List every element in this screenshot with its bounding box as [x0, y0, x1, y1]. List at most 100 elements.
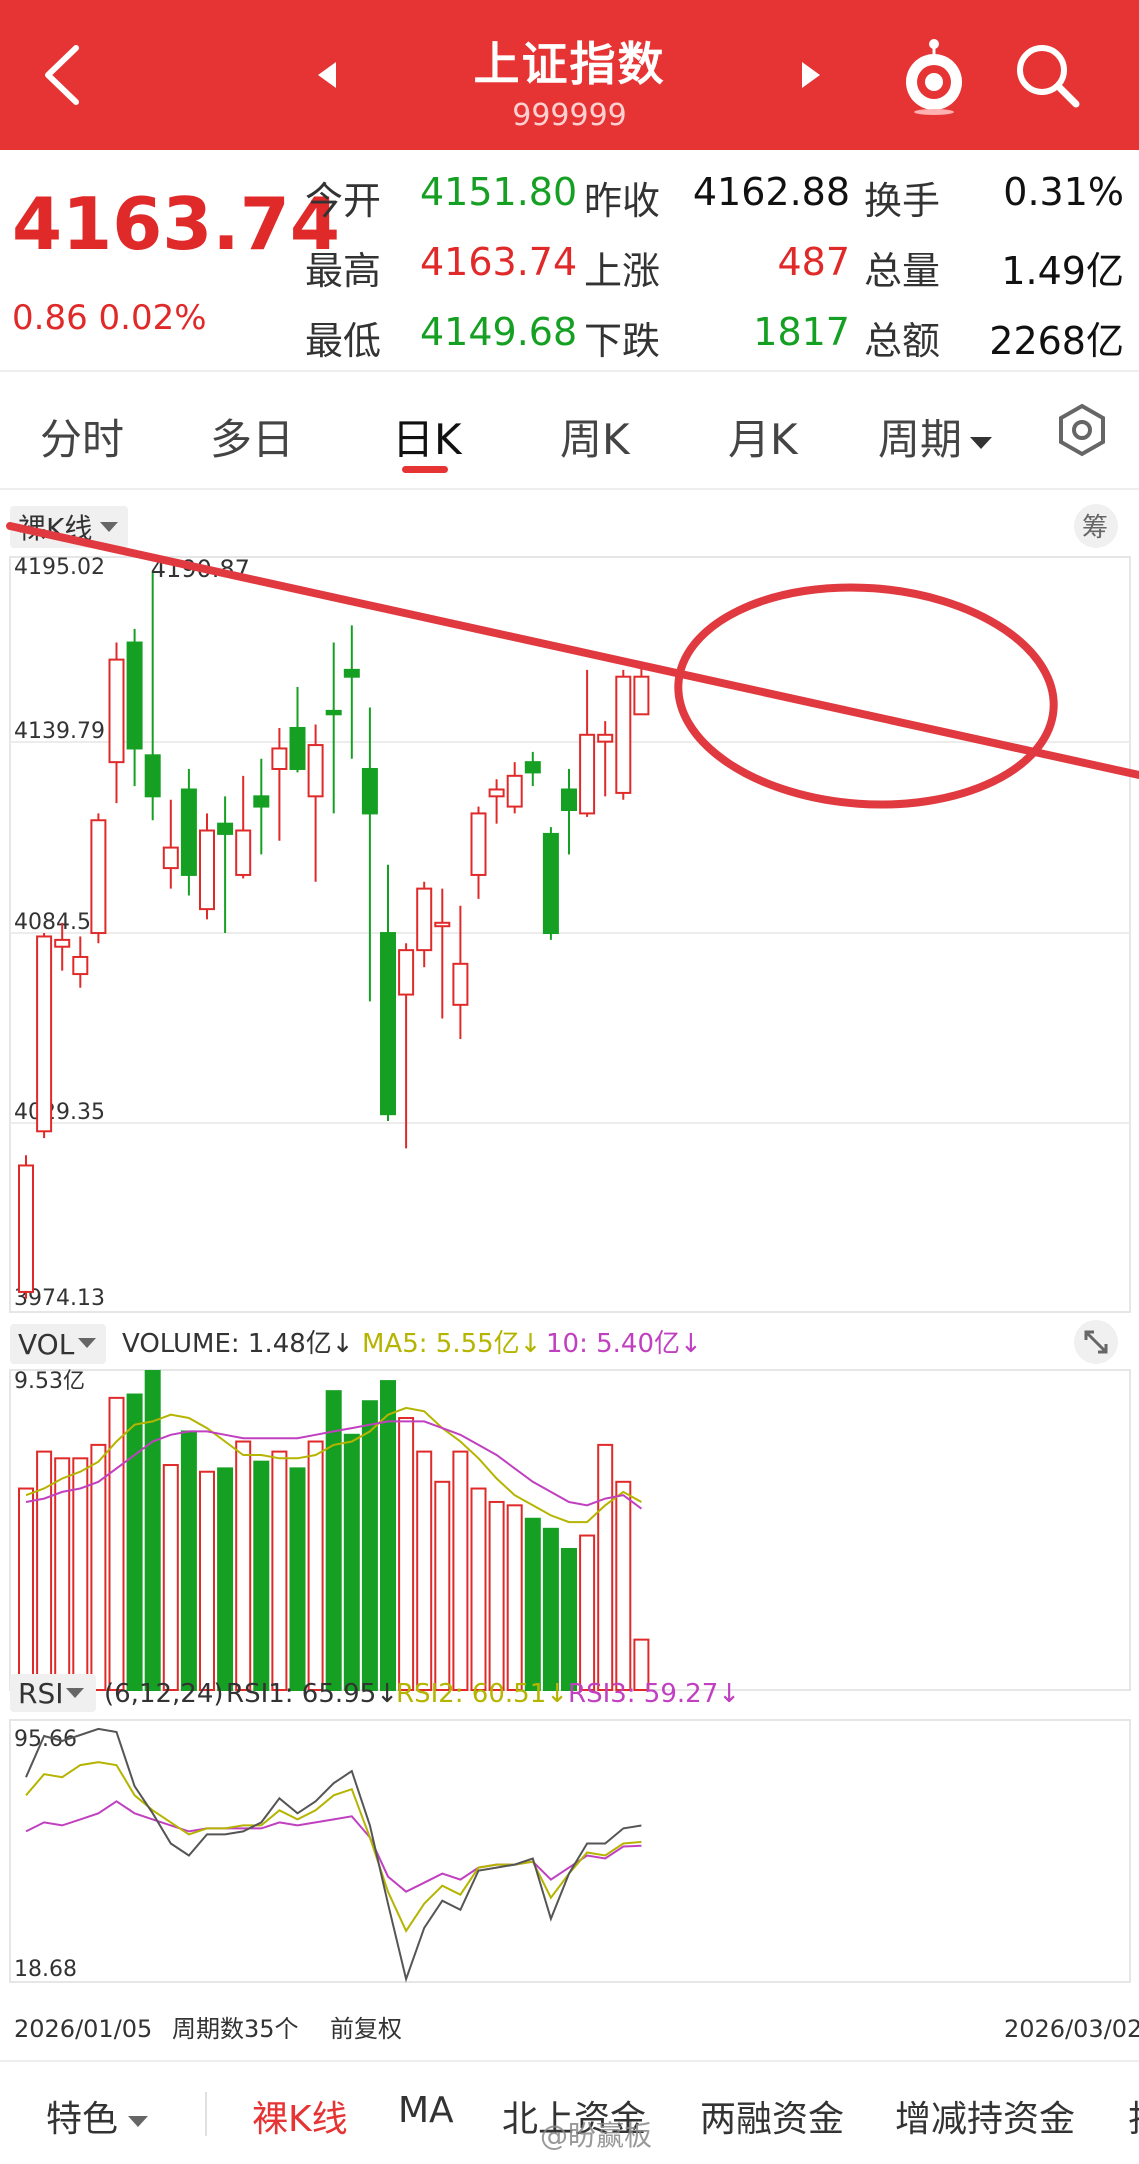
rsi3-legend: RSI3: 59.27↓: [568, 1679, 740, 1709]
candlestick: [506, 762, 523, 814]
volume-bars: [18, 1370, 650, 1692]
candle-body: [36, 935, 53, 1133]
toolbar-item-more[interactable]: 折: [1128, 2090, 1139, 2142]
tab-daily-k[interactable]: 日K: [392, 415, 462, 464]
candle-body: [398, 949, 415, 996]
chart-period-tabs: 分时 多日 日K 周K 月K 周期: [0, 372, 1139, 490]
volume-bar: [126, 1393, 143, 1692]
volume-bar: [217, 1467, 234, 1691]
feature-dropdown[interactable]: 特色: [46, 2090, 149, 2142]
candle-body: [307, 744, 324, 798]
period-count-label: 周期数35个: [172, 2015, 299, 2043]
rsi-axis-min: 18.68: [14, 1957, 77, 1982]
candlestick: [162, 799, 179, 889]
rsi3-line: [25, 1800, 642, 1893]
prev-arrow-icon[interactable]: [318, 62, 336, 88]
toolbar-item-northbound[interactable]: 北上资金: [502, 2099, 647, 2140]
feature-label: 特色: [46, 2099, 119, 2140]
candle-body: [506, 774, 523, 808]
candlestick: [90, 813, 107, 944]
advancers-label: 上涨: [584, 249, 661, 293]
candlestick: [199, 813, 215, 920]
expand-icon-line: [1085, 1331, 1107, 1353]
candlestick: [325, 642, 342, 814]
adjustment-label: 前复权: [330, 2015, 402, 2043]
chip-button-bg: [1074, 504, 1118, 548]
price-axis-label: 4139.79: [14, 719, 105, 744]
volume-bar: [90, 1443, 107, 1691]
candle-body: [542, 832, 559, 935]
candle-body: [579, 733, 596, 815]
tab-weekly-k[interactable]: 周K: [560, 415, 630, 464]
decliners-label: 下跌: [584, 319, 661, 363]
circle-annotation: [674, 583, 1058, 809]
candle-body: [416, 887, 433, 952]
volume-bar: [271, 1450, 288, 1691]
candlestick: [361, 707, 378, 1002]
volume-bar: [633, 1638, 650, 1691]
settings-hexagon-icon[interactable]: [1054, 402, 1110, 458]
candlestick: [307, 724, 324, 882]
toolbar-item-ma[interactable]: MA: [398, 2090, 454, 2131]
candle-body: [54, 938, 71, 948]
volume-bar: [615, 1480, 632, 1691]
rsi1-line: [25, 1727, 642, 1983]
volume-ma10-legend: 10: 5.40亿↓: [546, 1329, 702, 1359]
next-arrow-icon[interactable]: [802, 62, 820, 88]
candlestick: [561, 768, 577, 855]
candlestick: [542, 827, 559, 940]
candlestick: [434, 888, 451, 1019]
start-date-label: 2026/01/05: [14, 2015, 152, 2043]
volume-indicator-selector[interactable]: VOL: [10, 1324, 106, 1364]
volume-bar: [380, 1380, 396, 1691]
rsi-frame: [9, 1719, 1131, 1983]
candlestick: [36, 933, 53, 1139]
candlestick: [343, 625, 360, 759]
chevron-down-icon: [66, 1688, 84, 1698]
candle-body: [72, 955, 89, 976]
open-label: 今开: [305, 179, 382, 223]
low-value: 4149.68: [420, 310, 578, 354]
search-icon[interactable]: [1012, 40, 1082, 110]
candlestick: [380, 864, 396, 1122]
candlestick: [108, 642, 125, 804]
volume-label: 总量: [864, 249, 941, 293]
rsi-indicator-selector[interactable]: RSI: [10, 1674, 96, 1712]
volume-bar: [199, 1470, 215, 1692]
chip-distribution-button[interactable]: 筹: [1074, 504, 1118, 548]
volume-value: 1.49亿: [1001, 249, 1124, 293]
toolbar-item-margin[interactable]: 两融资金: [700, 2099, 845, 2140]
volume-bar: [398, 1417, 415, 1691]
tab-period-dropdown[interactable]: 周期: [878, 406, 993, 467]
toolbar-item-naked-kline[interactable]: 裸K线: [252, 2099, 348, 2140]
candle-body: [126, 641, 143, 750]
tab-multi-day[interactable]: 多日: [210, 415, 295, 464]
advancers-value: 487: [777, 240, 850, 284]
turnover-value: 0.31%: [1003, 170, 1124, 214]
expand-icon[interactable]: [1074, 1320, 1118, 1364]
volume-axis-max: 9.53亿: [14, 1369, 85, 1394]
toolbar-item-holdings-change[interactable]: 增减持资金: [895, 2099, 1076, 2140]
candle-body: [615, 675, 632, 794]
candlesticks: [18, 571, 650, 1299]
candlestick: [18, 1155, 34, 1299]
indicator-toolbar: 特色 裸K线 MA 北上资金 两融资金 增减持资金 折 @盼赢板: [0, 2060, 1139, 2164]
back-arrow-icon[interactable]: [36, 42, 92, 108]
candlestick: [524, 751, 541, 787]
candlestick: [470, 806, 487, 899]
volume-bar: [506, 1504, 523, 1692]
candlestick: [144, 571, 161, 821]
volume-legend: VOLUME: 1.48亿↓: [122, 1329, 354, 1359]
robot-assistant-icon[interactable]: [898, 36, 970, 116]
candle-body: [361, 767, 378, 815]
kline-frame: [9, 556, 1131, 1313]
candle-body: [217, 822, 234, 835]
tab-monthly-k[interactable]: 月K: [728, 415, 798, 464]
volume-bar: [561, 1547, 577, 1692]
kline-panel: 裸K线 筹 4195.02 4139.79 4084.57 4029.35 39…: [6, 504, 1139, 1313]
tab-intraday[interactable]: 分时: [40, 415, 125, 464]
volume-bar: [579, 1534, 596, 1691]
candlestick: [253, 758, 270, 855]
candle-body: [144, 754, 161, 798]
candle-body: [271, 747, 288, 770]
